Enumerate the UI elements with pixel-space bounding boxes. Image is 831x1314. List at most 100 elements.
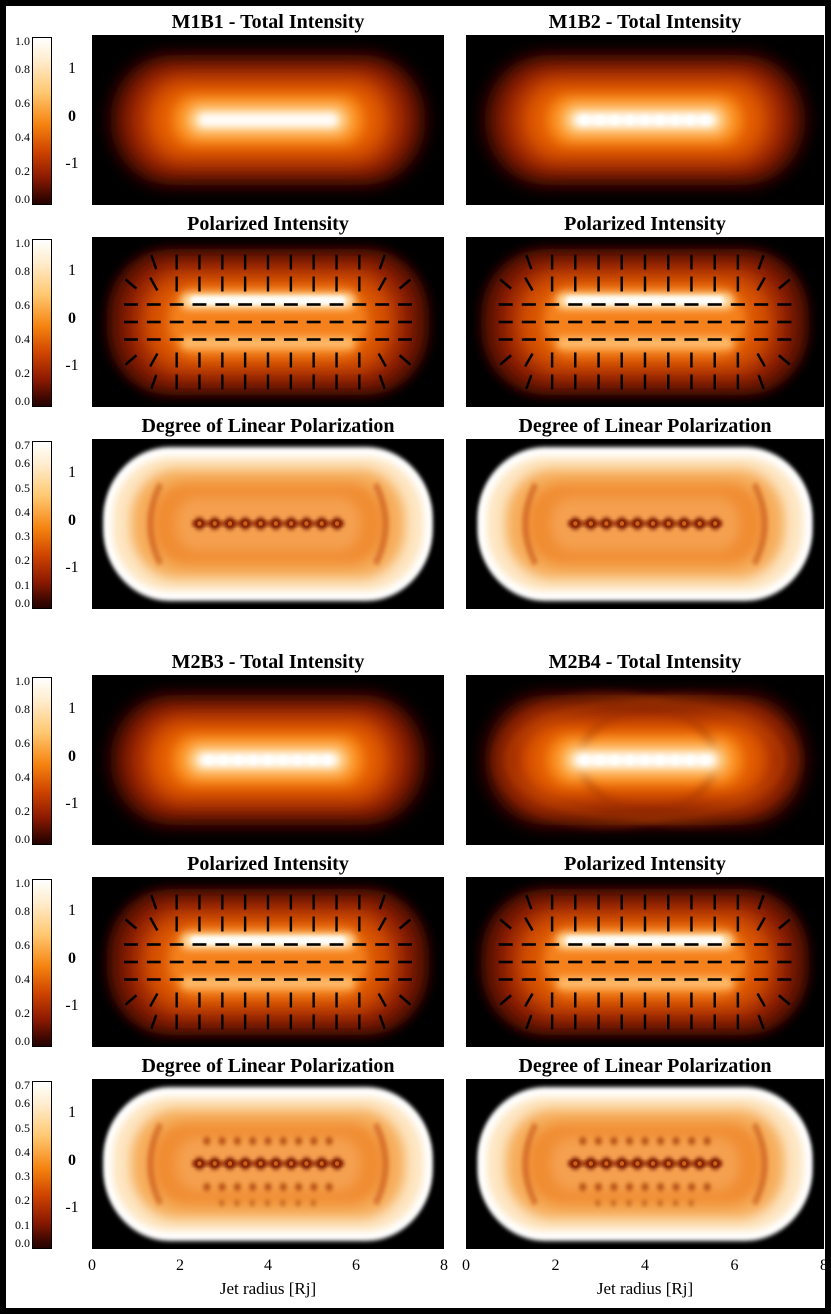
colorbar-tick-label: 0.4: [15, 130, 30, 144]
colorbar-tick-label: 0.6: [15, 736, 30, 750]
y-axis-labels: 1 0 -1: [52, 675, 92, 845]
colorbar-tick-label: 0.2: [15, 553, 30, 568]
colorbar-tick-labels: 0.7 0.6 0.5 0.4 0.3 0.2 0.1 0.0: [6, 1079, 32, 1249]
panel-polarized-left: [92, 877, 444, 1047]
content-row: 1.0 0.8 0.6 0.4 0.2 0.0 1 0 -1: [6, 35, 825, 205]
x-tick-label: 8: [820, 1257, 828, 1274]
panel-row: Degree of Linear Polarization Degree of L…: [6, 1053, 825, 1249]
colorbar-tick-labels: 0.7 0.6 0.5 0.4 0.3 0.2 0.1 0.0: [6, 439, 32, 609]
x-tick-label: 0: [462, 1257, 470, 1274]
x-tick-label: 4: [264, 1257, 272, 1274]
panel-total-right: [466, 35, 824, 205]
y-tick-label: -1: [65, 997, 79, 1015]
colorbar-tick-label: 0.7: [15, 1078, 30, 1092]
x-axis-title: Jet radius [Rj]: [219, 1279, 317, 1298]
colorbar-tick-label: 0.3: [15, 1169, 30, 1184]
colorbar-tick-label: 0.6: [15, 298, 30, 312]
colorbar-tick-label: 0.4: [15, 972, 30, 986]
content-row: 0.7 0.6 0.5 0.4 0.3 0.2 0.1 0.0 1 0 -1: [6, 1079, 825, 1249]
colorbar-tick-label: 0.2: [15, 366, 30, 380]
title-row: Polarized Intensity Polarized Intensity: [6, 851, 825, 877]
colorbar-tick-label: 0.4: [15, 1144, 30, 1159]
column-gap: [444, 35, 466, 205]
heatmap-image: [466, 877, 824, 1047]
colorbar-tick-label: 0.2: [15, 164, 30, 178]
panel-title-right: Degree of Linear Polarization: [518, 1055, 772, 1077]
colorbar: [32, 37, 52, 205]
panel-row: M2B3 - Total Intensity M2B4 - Total Inten…: [6, 649, 825, 845]
title-row: Polarized Intensity Polarized Intensity: [6, 211, 825, 237]
panel-title-left: Degree of Linear Polarization: [141, 415, 395, 437]
panel-dolp-right: [466, 439, 824, 609]
panel-row: Degree of Linear Polarization Degree of L…: [6, 413, 825, 609]
panel-dolp-right: [466, 1079, 824, 1249]
colorbar-tick-label: 0.5: [15, 480, 30, 495]
y-tick-label: -1: [65, 357, 79, 375]
title-row: Degree of Linear Polarization Degree of L…: [6, 413, 825, 439]
colorbar-tick-label: 0.0: [15, 596, 30, 610]
heatmap-image: [92, 877, 444, 1047]
colorbar-tick-label: 0.8: [15, 702, 30, 716]
column-gap: [444, 237, 466, 407]
panel-title-left: Degree of Linear Polarization: [141, 1055, 395, 1077]
colorbar-tick-label: 0.0: [15, 1034, 30, 1048]
y-axis-labels: 1 0 -1: [52, 439, 92, 609]
panel-title-left: M1B1 - Total Intensity: [171, 11, 365, 33]
panel-title-left: Polarized Intensity: [187, 853, 349, 875]
panel-row: Polarized Intensity Polarized Intensity 1.…: [6, 851, 825, 1047]
content-row: 0.7 0.6 0.5 0.4 0.3 0.2 0.1 0.0 1 0 -1: [6, 439, 825, 609]
heatmap-image: [92, 237, 444, 407]
panel-title-right: Degree of Linear Polarization: [518, 415, 772, 437]
colorbar-tick-label: 0.2: [15, 1006, 30, 1020]
heatmap-image: [466, 439, 824, 609]
colorbar-tick-label: 0.1: [15, 1217, 30, 1232]
colorbar-tick-label: 0.6: [15, 938, 30, 952]
column-gap: [444, 675, 466, 845]
colorbar: [32, 441, 52, 609]
colorbar-tick-label: 1.0: [15, 876, 30, 890]
colorbar-tick-label: 0.1: [15, 577, 30, 592]
y-axis-labels: 1 0 -1: [52, 877, 92, 1047]
panel-polarized-right: [466, 237, 824, 407]
y-tick-label: 0: [68, 511, 76, 529]
content-row: 1.0 0.8 0.6 0.4 0.2 0.0 1 0 -1: [6, 237, 825, 407]
colorbar-tick-label: 0.4: [15, 332, 30, 346]
column-gap: [444, 439, 466, 609]
content-row: 1.0 0.8 0.6 0.4 0.2 0.0 1 0 -1: [6, 675, 825, 845]
panel-total-right: [466, 675, 824, 845]
x-tick-label: 8: [440, 1257, 448, 1274]
y-tick-label: 1: [68, 700, 76, 717]
heatmap-image: [466, 675, 824, 845]
y-tick-label: 1: [68, 262, 76, 279]
x-tick-label: 2: [551, 1257, 560, 1274]
colorbar-tick-label: 0.7: [15, 438, 30, 452]
colorbar-tick-label: 0.4: [15, 770, 30, 784]
colorbar-tick-label: 0.0: [15, 1236, 30, 1250]
panel-row: M1B1 - Total Intensity M1B2 - Total Inten…: [6, 9, 825, 205]
x-tick-label: 4: [641, 1257, 649, 1274]
panel-dolp-left: [92, 1079, 444, 1249]
colorbar-tick-labels: 1.0 0.8 0.6 0.4 0.2 0.0: [6, 675, 32, 845]
jet-simulation-figure: M1B1 - Total Intensity M1B2 - Total Inten…: [6, 9, 825, 1303]
panel-polarized-left: [92, 237, 444, 407]
title-row: Degree of Linear Polarization Degree of L…: [6, 1053, 825, 1079]
heatmap-image: [92, 439, 444, 609]
x-tick-label: 0: [88, 1257, 96, 1274]
panel-total-left: [92, 35, 444, 205]
colorbar-tick-label: 0.6: [15, 96, 30, 110]
panel-title-right: Polarized Intensity: [564, 853, 726, 875]
x-axis-left: 0 2 4 6 8 Jet radius [Rj]: [88, 1255, 448, 1303]
y-tick-label: 1: [68, 60, 76, 77]
column-gap: [444, 1079, 466, 1249]
x-tick-label: 6: [352, 1257, 360, 1274]
y-tick-label: 0: [68, 107, 76, 125]
x-axis-right: 0 2 4 6 8 Jet radius [Rj]: [462, 1255, 825, 1303]
panel-row: Polarized Intensity Polarized Intensity 1.…: [6, 211, 825, 407]
y-tick-label: -1: [65, 795, 79, 813]
colorbar-tick-label: 1.0: [15, 674, 30, 688]
y-tick-label: -1: [65, 559, 79, 577]
heatmap-image: [92, 675, 444, 845]
y-tick-label: 0: [68, 949, 76, 967]
group-gap: [6, 615, 825, 649]
